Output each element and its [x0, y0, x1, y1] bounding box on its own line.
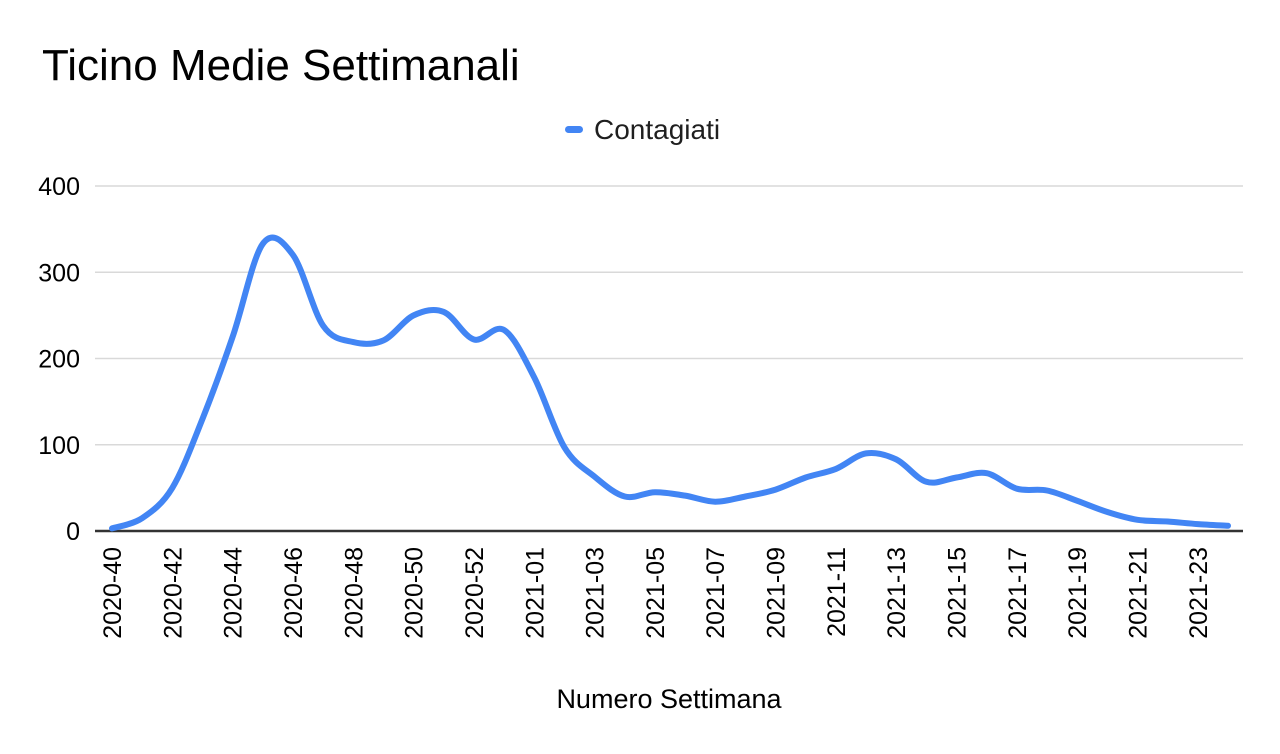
series-line-contagiati[interactable]	[109, 234, 1231, 532]
x-tick-label: 2021-19	[1064, 547, 1092, 639]
x-tick-label: 2021-07	[702, 547, 730, 639]
x-tick-label: 2021-11	[823, 547, 851, 637]
x-tick-label: 2021-03	[582, 547, 610, 639]
x-tick-label: 2020-48	[340, 547, 368, 639]
x-tick-label: 2021-23	[1185, 547, 1213, 639]
legend[interactable]: Contagiati	[565, 114, 720, 145]
chart-title: Ticino Medie Settimanali	[42, 41, 520, 90]
gridlines	[95, 185, 1243, 533]
x-tick-label: 2020-52	[461, 547, 489, 639]
legend-line-marker-icon	[565, 126, 583, 133]
x-tick-label: 2020-44	[220, 547, 248, 639]
x-tick-label: 2021-05	[642, 547, 670, 639]
legend-label: Contagiati	[594, 114, 720, 145]
y-tick-label: 0	[66, 518, 80, 546]
x-tick-label: 2021-21	[1125, 547, 1153, 639]
x-tick-label: 2021-09	[763, 547, 791, 639]
x-tick-label: 2020-46	[280, 547, 308, 639]
x-tick-label: 2020-42	[159, 547, 187, 639]
y-tick-label: 300	[38, 259, 80, 287]
y-tick-label: 200	[38, 346, 80, 374]
x-tick-label: 2021-13	[883, 547, 911, 639]
y-tick-label: 400	[38, 173, 80, 201]
x-tick-label: 2021-01	[521, 547, 549, 639]
x-axis-labels: 2020-40 2020-42 2020-44 2020-46 2020-48 2020-…	[99, 547, 1213, 639]
x-axis-title: Numero Settimana	[556, 684, 782, 714]
y-tick-label: 100	[38, 432, 80, 460]
x-tick-label: 2021-15	[944, 547, 972, 639]
x-tick-label: 2021-17	[1004, 547, 1032, 639]
x-tick-label: 2020-40	[99, 547, 127, 639]
x-tick-label: 2020-50	[401, 547, 429, 639]
y-axis-labels: 0 100 200 300 400	[38, 173, 80, 546]
